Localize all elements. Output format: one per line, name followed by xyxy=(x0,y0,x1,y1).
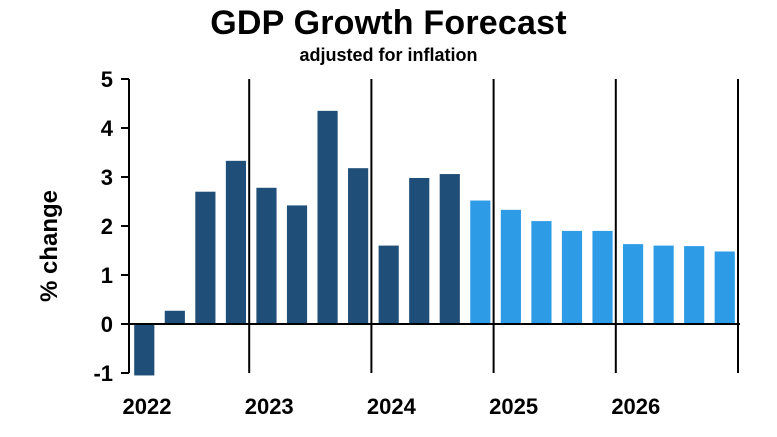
bar-forecast xyxy=(470,200,491,324)
chart-subtitle: adjusted for inflation xyxy=(299,45,478,65)
bar-actual xyxy=(256,187,277,324)
x-year-label: 2022 xyxy=(123,394,172,419)
y-tick-label: 2 xyxy=(101,214,113,239)
x-year-label: 2023 xyxy=(245,394,294,419)
y-tick-label: 5 xyxy=(101,67,113,92)
y-tick-label: -1 xyxy=(93,361,113,386)
bar-actual xyxy=(348,168,369,324)
x-year-label: 2024 xyxy=(367,394,417,419)
bar-actual xyxy=(409,177,430,324)
bar-forecast xyxy=(622,244,644,324)
bar-forecast xyxy=(714,251,735,324)
bar-forecast xyxy=(531,221,552,324)
bar-actual xyxy=(195,191,216,324)
bar-actual xyxy=(134,324,155,376)
bar-actual xyxy=(286,205,308,324)
y-tick-label: 1 xyxy=(101,263,113,288)
bar-actual xyxy=(317,110,338,324)
y-axis-label: % change xyxy=(36,190,63,302)
bar-forecast xyxy=(684,246,705,324)
chart-title: GDP Growth Forecast xyxy=(210,4,567,42)
y-tick-label: 0 xyxy=(101,312,113,337)
x-year-label: 2026 xyxy=(611,394,660,419)
bar-actual xyxy=(164,310,185,324)
bar-forecast xyxy=(592,230,613,324)
y-tick-label: 4 xyxy=(101,116,114,141)
x-year-label: 2025 xyxy=(489,394,538,419)
bar-forecast xyxy=(561,230,583,324)
bar-actual xyxy=(378,245,399,324)
bar-actual xyxy=(225,160,247,324)
bar-actual xyxy=(439,174,460,324)
bar-forecast xyxy=(653,245,674,324)
bar-forecast xyxy=(500,209,521,324)
y-tick-label: 3 xyxy=(101,165,113,190)
